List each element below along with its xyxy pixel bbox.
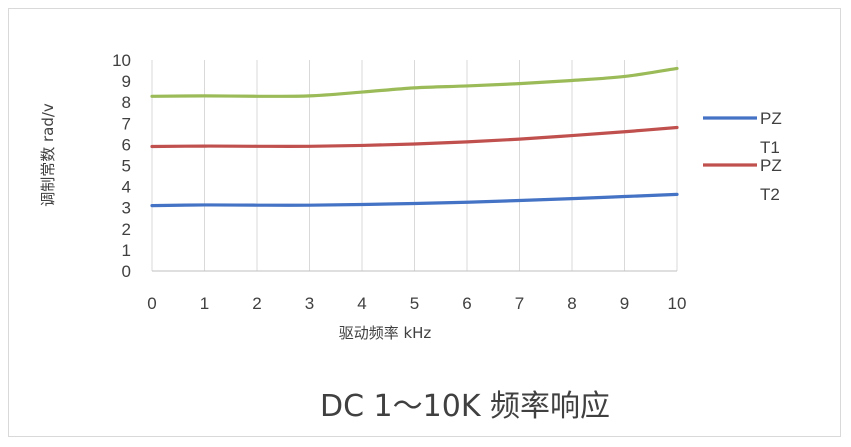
legend-label: T1 [760,138,780,157]
chart-title: DC 1～10K 频率响应 [320,389,610,424]
series-lines [150,66,679,208]
x-tick-label: 10 [668,294,687,313]
chart-area [8,8,841,437]
series-line-1 [150,192,679,208]
x-tick-label: 4 [357,294,366,313]
y-tick-label: 8 [122,93,131,112]
legend-label: PZ [760,156,782,175]
y-tick-label: 6 [122,135,131,154]
y-tick-label: 9 [122,72,131,91]
x-tick-labels: 0 1 2 3 4 5 6 7 8 9 10 [147,294,686,313]
legend-label: T2 [760,185,780,204]
legend-label: PZ [760,109,782,128]
series-line-3 [150,66,679,98]
series-line-2 [150,125,679,149]
x-tick-label: 1 [200,294,209,313]
y-axis-title: 调制常数 rad/v [39,103,57,207]
y-tick-label: 10 [112,51,131,70]
y-tick-label: 7 [122,114,131,133]
x-tick-label: 3 [305,294,314,313]
y-tick-label: 3 [122,199,131,218]
grid-lines [151,60,678,271]
x-tick-label: 2 [252,294,261,313]
y-tick-label: 0 [122,262,131,281]
y-tick-label: 4 [122,178,131,197]
x-tick-label: 9 [620,294,629,313]
x-tick-label: 0 [147,294,156,313]
x-axis-title: 驱动频率 kHz [339,324,432,342]
y-tick-label: 1 [122,241,131,260]
x-tick-label: 5 [410,294,419,313]
x-tick-label: 8 [567,294,576,313]
y-tick-label: 5 [122,157,131,176]
x-tick-label: 7 [515,294,524,313]
y-tick-labels: 0 1 2 3 4 5 6 7 8 9 10 [112,51,131,281]
x-tick-label: 6 [462,294,471,313]
y-tick-label: 2 [122,220,131,239]
